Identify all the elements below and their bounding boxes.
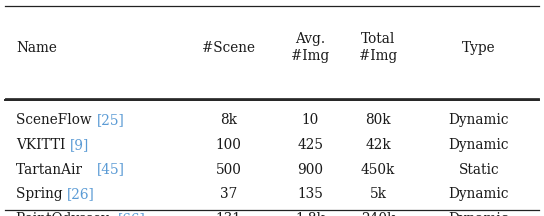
Text: 10: 10 bbox=[301, 113, 319, 127]
Text: [9]: [9] bbox=[70, 138, 89, 152]
Text: 135: 135 bbox=[297, 187, 323, 201]
Text: #Scene: #Scene bbox=[202, 41, 255, 54]
Text: [26]: [26] bbox=[67, 187, 95, 201]
Text: Total
#Img: Total #Img bbox=[359, 32, 397, 63]
Text: 500: 500 bbox=[215, 163, 242, 176]
Text: Spring: Spring bbox=[16, 187, 67, 201]
Text: [25]: [25] bbox=[97, 113, 125, 127]
Text: 131: 131 bbox=[215, 212, 242, 216]
Text: 425: 425 bbox=[297, 138, 323, 152]
Text: Avg.
#Img: Avg. #Img bbox=[291, 32, 329, 63]
Text: 80k: 80k bbox=[365, 113, 391, 127]
Text: 450k: 450k bbox=[361, 163, 395, 176]
Text: Dynamic: Dynamic bbox=[448, 138, 509, 152]
Text: 1.8k: 1.8k bbox=[295, 212, 325, 216]
Text: 37: 37 bbox=[220, 187, 237, 201]
Text: [66]: [66] bbox=[118, 212, 146, 216]
Text: Dynamic: Dynamic bbox=[448, 187, 509, 201]
Text: Dynamic: Dynamic bbox=[448, 212, 509, 216]
Text: 100: 100 bbox=[215, 138, 242, 152]
Text: [45]: [45] bbox=[97, 163, 125, 176]
Text: 8k: 8k bbox=[220, 113, 237, 127]
Text: 240k: 240k bbox=[361, 212, 395, 216]
Text: 5k: 5k bbox=[369, 187, 387, 201]
Text: VKITTI: VKITTI bbox=[16, 138, 70, 152]
Text: 900: 900 bbox=[297, 163, 323, 176]
Text: Type: Type bbox=[462, 41, 496, 54]
Text: Dynamic: Dynamic bbox=[448, 113, 509, 127]
Text: 42k: 42k bbox=[365, 138, 391, 152]
Text: SceneFlow: SceneFlow bbox=[16, 113, 96, 127]
Text: Static: Static bbox=[459, 163, 499, 176]
Text: TartanAir: TartanAir bbox=[16, 163, 86, 176]
Text: PointOdyssey: PointOdyssey bbox=[16, 212, 114, 216]
Text: Name: Name bbox=[16, 41, 57, 54]
